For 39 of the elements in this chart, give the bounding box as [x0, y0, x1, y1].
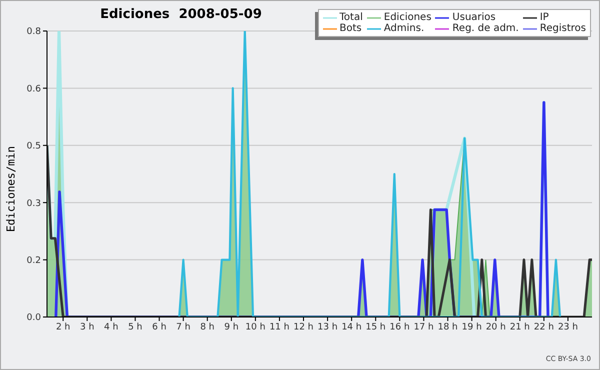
x-tick-label: 7 h: [176, 322, 190, 332]
x-tick-label: 23 h: [558, 322, 578, 332]
x-tick-label: 10 h: [245, 322, 266, 332]
legend-label: Admins.: [384, 23, 424, 34]
x-tick-label: 19 h: [462, 322, 482, 332]
y-tick-label: 0.2: [26, 256, 41, 266]
legend-label: Reg. de adm.: [452, 23, 519, 34]
y-tick-label: 0.6: [26, 84, 42, 94]
x-tick-label: 16 h: [390, 322, 410, 332]
x-tick-label: 13 h: [318, 322, 338, 332]
x-tick-label: 11 h: [269, 322, 290, 332]
x-tick-label: 4 h: [104, 322, 118, 332]
x-tick-label: 20 h: [486, 322, 506, 332]
y-tick-label: 0.3: [26, 198, 41, 209]
x-tick-label: 15 h: [366, 322, 386, 332]
x-tick-label: 6 h: [152, 322, 166, 332]
y-tick-label: 0.0: [26, 313, 42, 324]
legend-label: Registros: [540, 23, 586, 34]
legend-label: Usuarios: [452, 12, 496, 23]
x-tick-label: 5 h: [128, 322, 142, 332]
x-tick-label: 8 h: [200, 322, 214, 332]
x-tick-label: 3 h: [80, 322, 94, 332]
x-tick-label: 2 h: [56, 322, 70, 332]
legend-label: Total: [340, 12, 363, 23]
legend-label: Ediciones: [384, 12, 432, 23]
line-series: [54, 101, 550, 317]
y-tick-label: 0.8: [26, 27, 42, 38]
x-tick-label: 21 h: [510, 322, 530, 332]
x-tick-label: 14 h: [342, 322, 362, 332]
x-tick-label: 22 h: [534, 322, 554, 332]
x-tick-label: 12 h: [293, 322, 314, 332]
x-tick-label: 9 h: [224, 322, 239, 332]
x-tick-label: 17 h: [414, 322, 434, 332]
y-axis-title: Ediciones/min: [4, 146, 18, 232]
chart-title: Ediciones 2008-05-09: [99, 7, 263, 22]
legend-label: Bots: [340, 23, 362, 34]
x-tick-label: 18 h: [438, 322, 458, 332]
y-tick-label: 0.5: [26, 142, 41, 152]
legend-label: IP: [540, 12, 549, 23]
